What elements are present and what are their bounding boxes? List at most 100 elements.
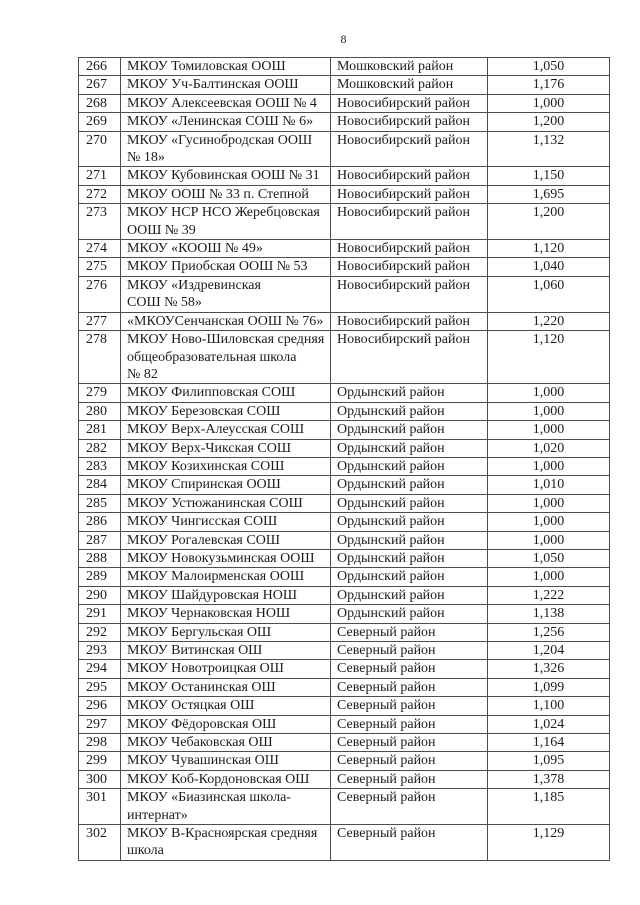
district-cell: Северный район (330, 788, 488, 826)
district-cell: Новосибирский район (330, 257, 488, 277)
table-row: 284 МКОУ Спиринская ООШ Ордынский район 1,0… (78, 475, 610, 495)
table-row: 270 МКОУ «Гусинобродская ООШ № 18» Новосиб… (78, 130, 610, 168)
row-number-cell: 301 (78, 788, 121, 826)
district-cell: Ордынский район (330, 420, 488, 440)
district-cell: Ордынский район (330, 585, 488, 606)
school-name-cell: МКОУ «Ленинская СОШ № 6» (120, 112, 331, 132)
row-number-cell: 268 (78, 93, 121, 114)
row-number-cell: 275 (78, 257, 121, 277)
table-row: 273 МКОУ НСР НСО Жеребцовская ООШ № 39 Нов… (78, 203, 610, 241)
school-name-cell: МКОУ Уч-Балтинская ООШ (120, 75, 331, 95)
tariff-value-cell: 1,050 (487, 56, 610, 77)
row-number-cell: 290 (78, 585, 121, 606)
school-name-cell: МКОУ Алексеевская ООШ № 4 (120, 93, 331, 114)
tariff-value-cell: 1,204 (487, 640, 610, 661)
district-cell: Северный район (330, 640, 488, 661)
school-name-cell: МКОУ Чебаковская ОШ (120, 733, 331, 753)
table-row: 266 МКОУ Томиловская ООШ Мошковский район 1… (78, 56, 610, 77)
school-name-cell: МКОУ Чувашинская ОШ (120, 751, 331, 771)
row-number-cell: 297 (78, 714, 121, 735)
row-number-cell: 279 (78, 383, 121, 403)
tariff-value-cell: 1,020 (487, 438, 610, 458)
tariff-value-cell: 1,220 (487, 311, 610, 332)
district-cell: Новосибирский район (330, 184, 488, 205)
table-row: 267 МКОУ Уч-Балтинская ООШ Мошковский райо… (78, 75, 610, 95)
tariff-value-cell: 1,024 (487, 714, 610, 735)
table-row: 277 «МКОУСенчанская ООШ № 76» Новосибирски… (78, 311, 610, 332)
row-number-cell: 276 (78, 275, 121, 313)
tariff-value-cell: 1,138 (487, 604, 610, 624)
school-name-cell: МКОУ Чернаковская НОШ (120, 604, 331, 624)
tariff-value-cell: 1,000 (487, 401, 610, 422)
tariff-value-cell: 1,000 (487, 420, 610, 440)
school-name-cell: МКОУ Витинская ОШ (120, 640, 331, 661)
district-cell: Ордынский район (330, 493, 488, 514)
school-name-cell: МКОУ Новотроицкая ОШ (120, 659, 331, 679)
district-cell: Ордынский район (330, 383, 488, 403)
tariff-value-cell: 1,695 (487, 184, 610, 205)
school-name-cell: МКОУ Шайдуровская НОШ (120, 585, 331, 606)
school-name-cell: МКОУ «Издревинская СОШ № 58» (120, 275, 331, 313)
tariff-value-cell: 1,095 (487, 751, 610, 771)
district-cell: Мошковский район (330, 56, 488, 77)
school-name-cell: «МКОУСенчанская ООШ № 76» (120, 311, 331, 332)
row-number-cell: 285 (78, 493, 121, 514)
row-number-cell: 298 (78, 733, 121, 753)
school-name-cell: МКОУ Коб-Кордоновская ОШ (120, 769, 331, 790)
row-number-cell: 299 (78, 751, 121, 771)
table-row: 300 МКОУ Коб-Кордоновская ОШ Северный райо… (78, 769, 610, 790)
district-cell: Северный район (330, 733, 488, 753)
row-number-cell: 289 (78, 567, 121, 587)
table-row: 279 МКОУ Филипповская СОШ Ордынский район 1… (78, 383, 610, 403)
row-number-cell: 300 (78, 769, 121, 790)
table-body: 266 МКОУ Томиловская ООШ Мошковский район 1… (78, 56, 610, 861)
row-number-cell: 291 (78, 604, 121, 624)
table-row: 281 МКОУ Верх-Алеусская СОШ Ордынский райо… (78, 420, 610, 440)
district-cell: Новосибирский район (330, 311, 488, 332)
table-row: 268 МКОУ Алексеевская ООШ № 4 Новосибирски… (78, 93, 610, 114)
tariff-value-cell: 1,256 (487, 622, 610, 643)
tariff-value-cell: 1,000 (487, 383, 610, 403)
district-cell: Ордынский район (330, 401, 488, 422)
school-name-cell: МКОУ Верх-Чикская СОШ (120, 438, 331, 458)
table-row: 302 МКОУ В-Красноярская средняя школа Севе… (78, 824, 610, 861)
district-cell: Ордынский район (330, 567, 488, 587)
district-cell: Новосибирский район (330, 330, 488, 385)
row-number-cell: 280 (78, 401, 121, 422)
table-row: 293 МКОУ Витинская ОШ Северный район 1,204 (78, 640, 610, 661)
row-number-cell: 278 (78, 330, 121, 385)
tariff-value-cell: 1,050 (487, 548, 610, 569)
row-number-cell: 294 (78, 659, 121, 679)
row-number-cell: 273 (78, 203, 121, 241)
district-cell: Северный район (330, 622, 488, 643)
school-name-cell: МКОУ «КООШ № 49» (120, 239, 331, 259)
district-cell: Ордынский район (330, 604, 488, 624)
row-number-cell: 272 (78, 184, 121, 205)
school-name-cell: МКОУ В-Красноярская средняя школа (120, 824, 331, 861)
school-name-cell: МКОУ Бергульская ОШ (120, 622, 331, 643)
row-number-cell: 282 (78, 438, 121, 458)
table-row: 296 МКОУ Остяцкая ОШ Северный район 1,100 (78, 696, 610, 716)
row-number-cell: 295 (78, 677, 121, 698)
district-cell: Новосибирский район (330, 130, 488, 168)
row-number-cell: 270 (78, 130, 121, 168)
row-number-cell: 269 (78, 112, 121, 132)
district-cell: Северный район (330, 824, 488, 861)
table-row: 276 МКОУ «Издревинская СОШ № 58» Новосибир… (78, 275, 610, 313)
school-name-cell: МКОУ Козихинская СОШ (120, 456, 331, 477)
row-number-cell: 296 (78, 696, 121, 716)
district-cell: Новосибирский район (330, 275, 488, 313)
tariff-value-cell: 1,378 (487, 769, 610, 790)
table-row: 269 МКОУ «Ленинская СОШ № 6» Новосибирский… (78, 112, 610, 132)
tariff-value-cell: 1,010 (487, 475, 610, 495)
table-row: 294 МКОУ Новотроицкая ОШ Северный район 1,3… (78, 659, 610, 679)
table-row: 295 МКОУ Останинская ОШ Северный район 1,09… (78, 677, 610, 698)
row-number-cell: 274 (78, 239, 121, 259)
district-cell: Ордынский район (330, 475, 488, 495)
row-number-cell: 283 (78, 456, 121, 477)
table-row: 274 МКОУ «КООШ № 49» Новосибирский район 1,… (78, 239, 610, 259)
row-number-cell: 284 (78, 475, 121, 495)
row-number-cell: 277 (78, 311, 121, 332)
table-row: 299 МКОУ Чувашинская ОШ Северный район 1,09… (78, 751, 610, 771)
